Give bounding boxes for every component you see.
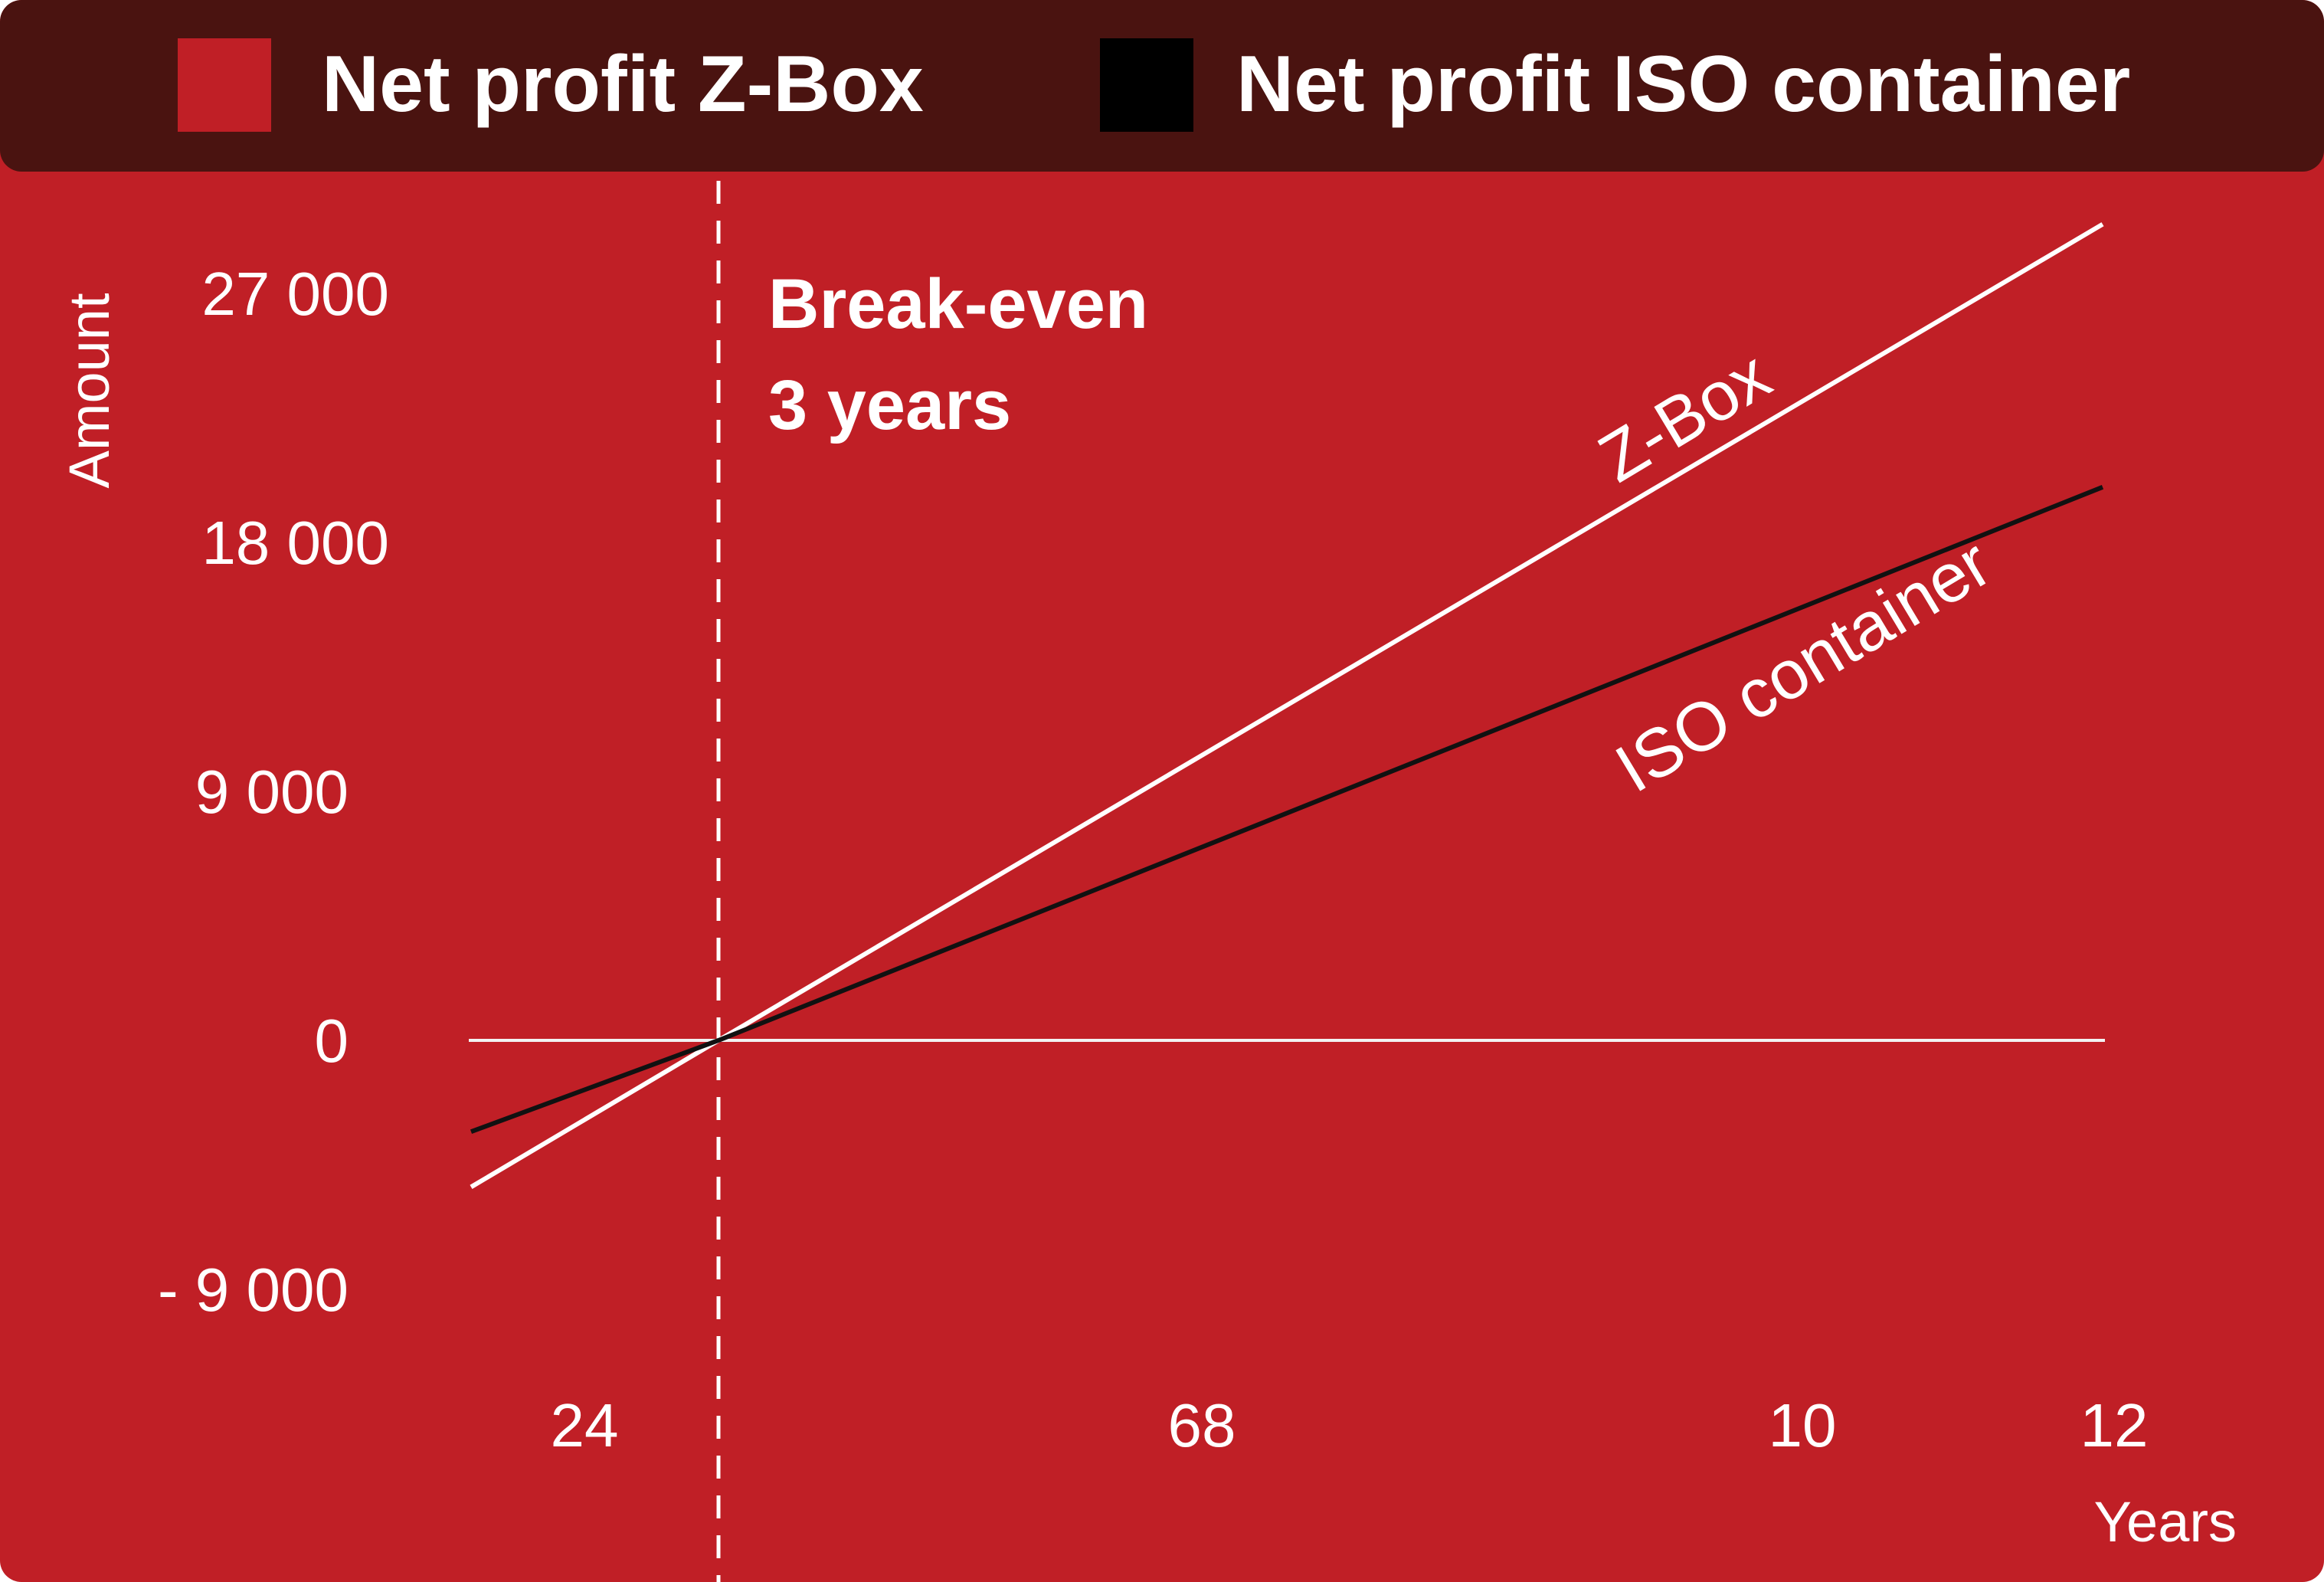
x-axis-title: Years bbox=[2093, 1490, 2237, 1554]
break-even-label-line-1: Break-even bbox=[768, 265, 1148, 343]
y-tick-label: 0 bbox=[315, 1007, 349, 1075]
x-tick-label: 12 bbox=[2080, 1391, 2149, 1459]
series-line-iso bbox=[470, 484, 2104, 1134]
x-tick-label: 24 bbox=[551, 1391, 619, 1459]
break-even-label-line-2: 3 years bbox=[768, 366, 1011, 444]
y-tick-label: - 9 000 bbox=[158, 1256, 349, 1324]
legend-swatch-iso bbox=[1100, 38, 1193, 132]
y-tick-label: 9 000 bbox=[195, 758, 349, 826]
legend-swatch-zbox bbox=[178, 38, 271, 132]
legend-label-iso: Net profit ISO container bbox=[1236, 40, 2131, 129]
y-axis-ticks: 27 000 18 000 9 000 0 - 9 000 bbox=[158, 260, 389, 1324]
x-tick-label: 68 bbox=[1168, 1391, 1236, 1459]
x-tick-label: 10 bbox=[1769, 1391, 1837, 1459]
series-label-iso: ISO container bbox=[1603, 525, 2004, 807]
x-axis-ticks: 24 68 10 12 bbox=[551, 1391, 2149, 1459]
y-axis-title: Amount bbox=[57, 293, 121, 488]
y-tick-label: 27 000 bbox=[201, 260, 389, 328]
legend-label-zbox: Net profit Z-Box bbox=[322, 40, 924, 129]
break-even-label: Break-even 3 years bbox=[768, 265, 1168, 444]
y-tick-label: 18 000 bbox=[201, 509, 389, 577]
legend-bar: Net profit Z-Box Net profit ISO containe… bbox=[0, 0, 2324, 172]
